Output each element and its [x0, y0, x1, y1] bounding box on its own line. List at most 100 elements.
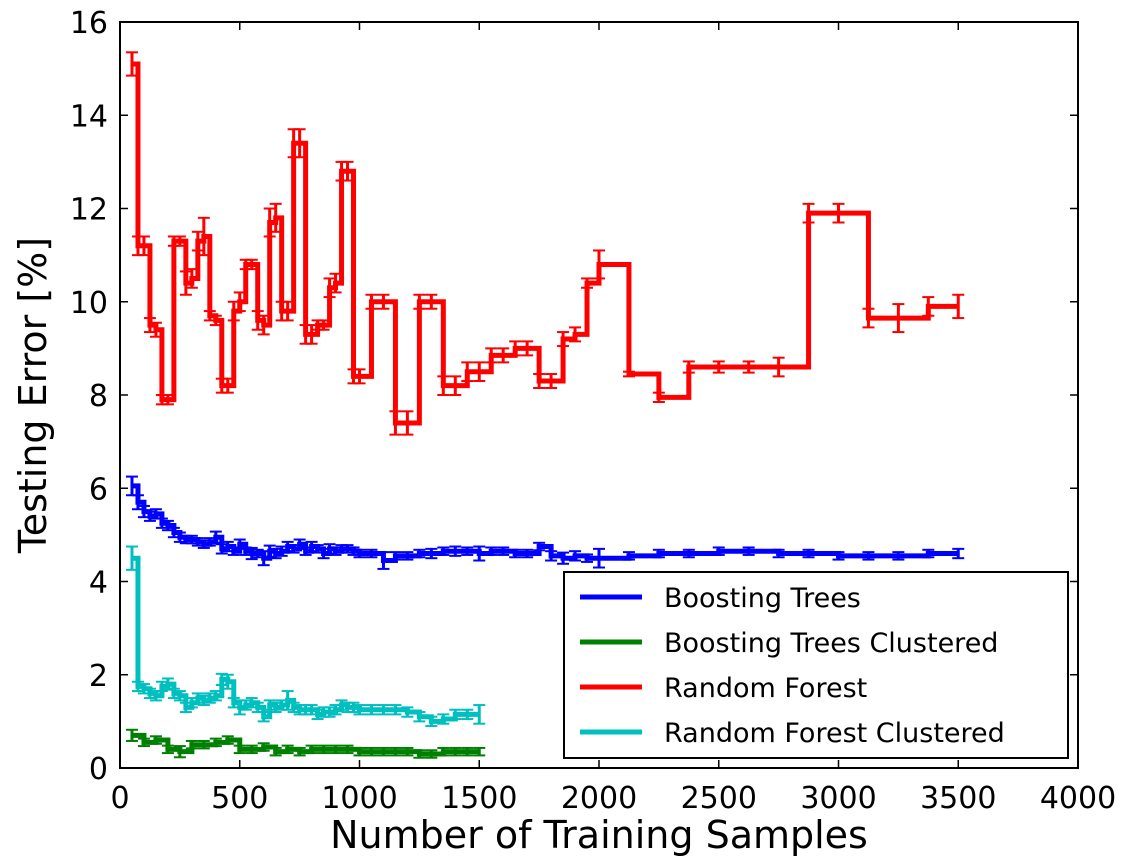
x-tick-label: 3500	[920, 781, 996, 816]
y-tick-label: 14	[70, 99, 108, 134]
data-point	[257, 711, 270, 723]
data-point	[185, 268, 198, 289]
data-point	[449, 708, 462, 721]
y-tick-label: 8	[89, 379, 108, 414]
y-tick-label: 16	[70, 6, 108, 41]
x-tick-label: 3000	[800, 781, 876, 816]
data-point	[449, 545, 462, 557]
data-point	[545, 550, 558, 562]
data-point	[221, 673, 234, 690]
data-point	[323, 277, 336, 299]
data-point	[742, 546, 755, 556]
data-point	[269, 202, 282, 233]
series-1	[125, 475, 965, 570]
legend-entry: Random Forest	[580, 673, 867, 704]
series-2	[125, 728, 486, 759]
data-point	[401, 706, 414, 718]
data-point	[281, 300, 294, 322]
data-point	[473, 746, 486, 757]
data-point	[173, 531, 186, 543]
legend-entry: Boosting Trees	[580, 583, 861, 614]
data-point	[173, 745, 186, 759]
data-point	[353, 704, 366, 716]
data-point	[161, 394, 174, 406]
data-point	[341, 744, 354, 755]
x-axis-label: Number of Training Samples	[330, 813, 868, 857]
data-point	[952, 293, 965, 320]
data-point	[191, 230, 204, 252]
data-point	[622, 551, 635, 561]
data-point	[221, 735, 234, 745]
data-point	[652, 548, 665, 559]
data-point	[922, 296, 935, 317]
data-point	[263, 544, 276, 558]
data-point	[473, 545, 486, 562]
data-point	[533, 373, 546, 390]
x-tick-label: 0	[110, 781, 129, 816]
data-point	[281, 744, 294, 755]
data-point	[251, 310, 264, 331]
data-point	[125, 728, 138, 742]
data-point	[245, 744, 258, 755]
data-point	[197, 739, 210, 750]
data-point	[581, 277, 594, 289]
data-point	[389, 551, 402, 561]
data-point	[377, 293, 390, 310]
data-point	[401, 746, 414, 757]
data-point	[622, 370, 635, 378]
data-point	[353, 368, 366, 385]
data-point	[353, 746, 366, 757]
data-point	[772, 548, 785, 559]
data-point	[269, 746, 282, 757]
series-layer	[125, 51, 965, 759]
data-point	[832, 202, 845, 224]
data-point	[365, 746, 378, 757]
data-point	[173, 235, 186, 247]
data-point	[425, 293, 438, 310]
data-point	[593, 249, 605, 280]
legend-label: Boosting Trees	[664, 583, 861, 614]
data-point	[209, 690, 222, 702]
data-point	[497, 347, 510, 364]
data-point	[413, 711, 426, 723]
data-point	[323, 543, 336, 555]
data-point	[581, 553, 594, 563]
data-point	[125, 51, 138, 77]
data-point	[557, 551, 570, 565]
data-point	[802, 548, 815, 559]
data-point	[742, 360, 755, 374]
data-point	[377, 704, 390, 716]
data-point	[389, 746, 402, 757]
data-point	[652, 391, 665, 403]
data-point	[143, 317, 156, 334]
data-point	[149, 321, 162, 338]
data-point	[557, 331, 570, 348]
data-point	[341, 544, 354, 554]
data-point	[233, 744, 246, 755]
x-tick-label: 500	[211, 781, 268, 816]
data-point	[401, 551, 414, 561]
data-point	[473, 704, 486, 725]
data-point	[413, 548, 426, 559]
data-point	[329, 744, 342, 755]
data-point	[521, 548, 534, 559]
data-point	[185, 739, 198, 750]
data-point	[425, 749, 438, 759]
data-point	[365, 548, 378, 559]
data-point	[305, 324, 318, 345]
y-tick-label: 0	[89, 752, 108, 787]
data-point	[682, 548, 695, 559]
data-point	[862, 551, 875, 561]
data-point	[712, 360, 725, 374]
data-point	[257, 742, 270, 752]
data-point	[173, 690, 186, 702]
data-point	[161, 744, 174, 755]
data-point	[209, 737, 222, 748]
data-point	[197, 216, 210, 257]
data-point	[425, 547, 438, 560]
x-tick-label: 2500	[681, 781, 757, 816]
data-point	[389, 704, 402, 716]
data-point	[413, 293, 426, 310]
data-point	[772, 356, 785, 378]
